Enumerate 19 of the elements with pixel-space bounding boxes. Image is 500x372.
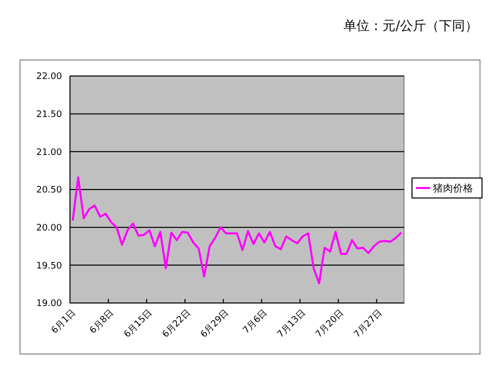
legend-label: 猪肉价格 [433, 182, 473, 194]
y-tick-label: 19.50 [36, 261, 62, 272]
x-tick-label: 6月1日 [50, 308, 78, 336]
x-tick-label: 7月6日 [242, 308, 270, 336]
text: 单位：元/公斤（下同） [344, 19, 478, 34]
x-tick-label: 7月20日 [314, 308, 346, 340]
x-tick-label: 6月8日 [88, 308, 116, 336]
y-tick-label: 19.00 [36, 299, 62, 310]
x-tick-label: 7月13日 [276, 308, 308, 340]
y-tick-label: 21.50 [36, 110, 62, 120]
x-tick-label: 6月22日 [160, 308, 193, 340]
x-tick-label: 6月29日 [199, 308, 232, 340]
x-tick-label: 7月27日 [352, 308, 384, 340]
y-tick-label: 21.00 [36, 148, 62, 158]
x-tick-label: 6月15日 [122, 308, 155, 340]
y-tick-label: 20.00 [36, 223, 62, 234]
y-tick-label: 22.00 [36, 72, 62, 82]
y-tick-label: 20.50 [36, 186, 62, 196]
line-series [72, 176, 402, 284]
